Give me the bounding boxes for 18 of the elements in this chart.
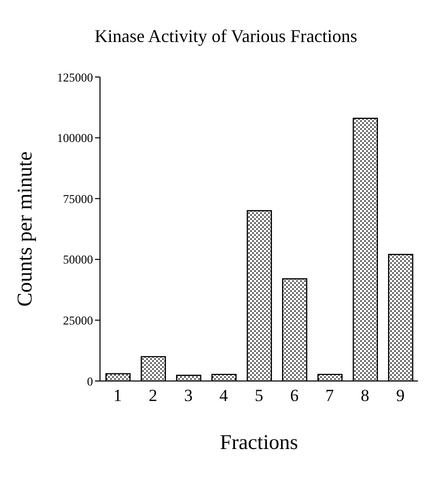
x-tick-label: 6: [290, 386, 299, 406]
x-tick-label: 5: [254, 386, 264, 406]
x-tick-label: 1: [113, 386, 122, 406]
x-tick-label: 2: [148, 386, 158, 406]
y-tick-label: 125000: [57, 70, 93, 84]
y-tick-label: 25000: [63, 313, 93, 328]
x-tick-label: 3: [184, 386, 193, 406]
x-axis-title: Fractions: [220, 430, 298, 454]
y-tick-label: 50000: [63, 252, 93, 267]
x-tick-label: 4: [219, 386, 228, 406]
y-tick-label: 0: [87, 374, 93, 388]
x-tick-label: 8: [360, 386, 370, 406]
y-tick-label: 75000: [63, 192, 93, 206]
y-tick-label: 100000: [57, 131, 93, 146]
chart-title: Kinase Activity of Various Fractions: [94, 26, 358, 47]
x-tick-label: 9: [396, 386, 405, 406]
y-axis-title: Counts per minute: [12, 151, 36, 307]
x-tick-label: 7: [325, 386, 334, 406]
